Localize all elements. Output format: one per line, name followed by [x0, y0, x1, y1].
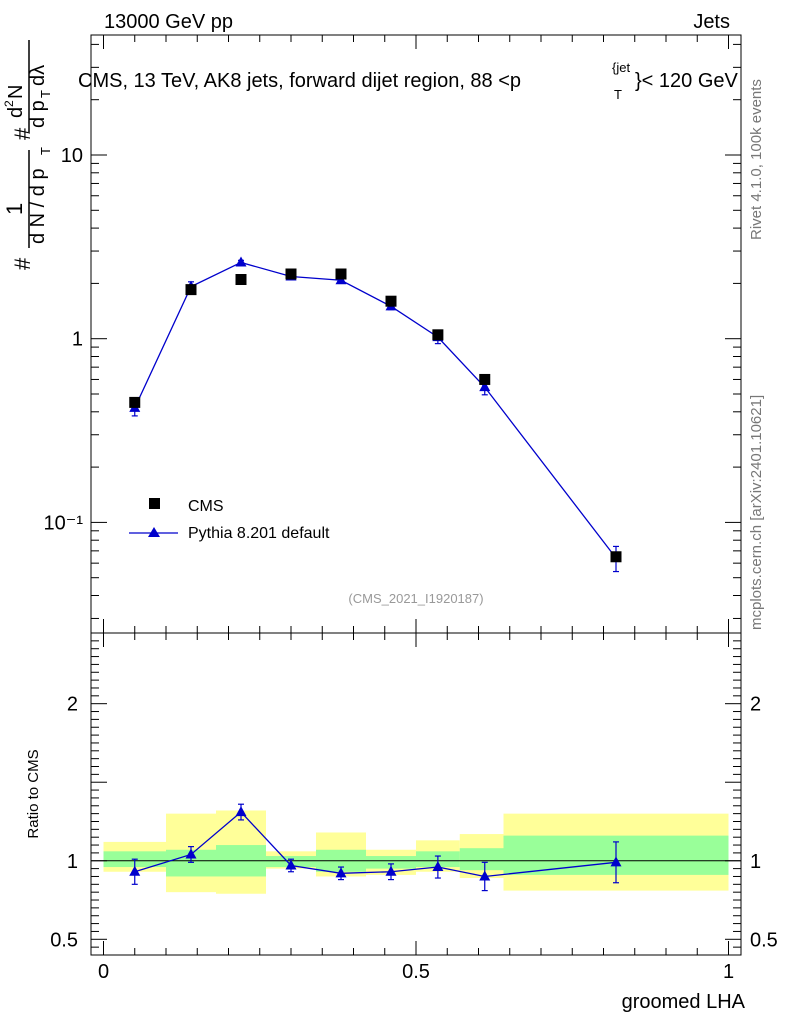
- ratio-ytick-label-right: 2: [750, 694, 761, 716]
- plot-title: CMS, 13 TeV, AK8 jets, forward dijet reg…: [78, 60, 739, 102]
- ratio-ytick-label: 2: [67, 694, 78, 716]
- category-label: Jets: [693, 11, 730, 33]
- title-sub: T: [614, 87, 622, 102]
- pythia-point: [235, 256, 247, 267]
- title-tail: }< 120 GeV: [635, 70, 739, 92]
- svg-text:2: 2: [2, 100, 16, 107]
- x-axis-label: groomed LHA: [622, 991, 746, 1013]
- svg-text:d p: d p: [27, 100, 49, 128]
- ratio-point: [129, 865, 141, 876]
- main-ytick-label: 10: [61, 145, 83, 167]
- ratio-frame: [90, 632, 742, 956]
- legend-marker-pythia: [148, 527, 160, 537]
- cms-point: [479, 373, 491, 385]
- ratio-ylabel: Ratio to CMS: [25, 749, 42, 838]
- energy-label: 13000 GeV pp: [104, 11, 233, 33]
- ratio-point: [335, 867, 347, 878]
- xtick-label: 0.5: [402, 961, 430, 983]
- main-frame: [90, 34, 742, 634]
- rivet-label: Rivet 4.1.0, 100k events: [748, 79, 765, 240]
- xtick-label: 1: [723, 961, 734, 983]
- main-ytick-label: 10⁻¹: [44, 512, 84, 534]
- main-data-series: [129, 268, 622, 563]
- legend-marker-cms: [149, 498, 160, 509]
- ratio-ytick-labels: 0.5 0.5 1 1 2 2: [50, 694, 778, 952]
- cms-point: [385, 295, 397, 307]
- ratio-band-inner: [366, 856, 416, 869]
- ratio-panel: 0.5 0.51 12 2 Ratio to CMS 0 0.5 1 groomed LH…: [25, 632, 778, 1013]
- site-label: mcplots.cern.ch [arXiv:2401.10621]: [748, 395, 765, 630]
- ratio-ticks: [91, 633, 741, 956]
- cms-point: [285, 268, 297, 280]
- svg-text:1: 1: [2, 203, 27, 215]
- ratio-ytick-label-right: 0.5: [750, 929, 778, 951]
- cms-point: [129, 396, 141, 408]
- ratio-point: [285, 859, 297, 870]
- ratio-band-inner: [459, 848, 504, 871]
- legend-label-pythia: Pythia 8.201 default: [188, 525, 330, 542]
- ratio-point: [185, 848, 197, 859]
- ratio-point: [610, 856, 622, 867]
- legend-label-cms: CMS: [188, 498, 224, 515]
- pythia-point: [479, 381, 491, 392]
- ratio-point: [479, 870, 491, 881]
- main-ticks: [91, 35, 741, 633]
- svg-text:#: #: [10, 257, 35, 270]
- cms-point: [335, 268, 347, 280]
- svg-text:CMS, 13 TeV, AK8 jets, forward: CMS, 13 TeV, AK8 jets, forward dijet reg…: [78, 70, 521, 92]
- cms-point: [432, 329, 444, 341]
- svg-text:dλ: dλ: [27, 65, 49, 86]
- svg-text:d N / d p: d N / d p: [27, 168, 49, 244]
- svg-text:N: N: [5, 85, 27, 99]
- main-ytick-labels: 10⁻¹ 1 10: [44, 145, 84, 534]
- svg-text:T: T: [38, 147, 53, 155]
- main-ytick-label: 1: [72, 329, 83, 351]
- ratio-ytick-label-right: 1: [750, 851, 761, 873]
- ratio-bands: [103, 810, 729, 894]
- main-panel: 10⁻¹ 1 10 CMS, 13 TeV, AK8 jets, forward d…: [2, 34, 742, 634]
- cms-point: [185, 284, 197, 296]
- ratio-point: [432, 861, 444, 872]
- analysis-watermark: (CMS_2021_I1920187): [348, 591, 483, 606]
- cms-point: [235, 274, 247, 286]
- legend: CMS Pythia 8.201 default: [129, 498, 330, 542]
- ratio-point: [235, 806, 247, 817]
- main-ylabel: # 1 d N / d p T # d 2 N d p T dλ: [2, 40, 53, 270]
- svg-text:T: T: [38, 90, 53, 98]
- xtick-labels: 0 0.5 1: [98, 961, 734, 983]
- cms-point: [610, 551, 622, 563]
- ratio-ytick-label: 1: [67, 851, 78, 873]
- ratio-ytick-label: 0.5: [50, 929, 78, 951]
- title-sup: {jet: [612, 60, 630, 75]
- svg-text:d: d: [5, 107, 27, 118]
- ratio-series: [129, 803, 622, 892]
- xtick-label: 0: [98, 961, 109, 983]
- ratio-point: [385, 865, 397, 876]
